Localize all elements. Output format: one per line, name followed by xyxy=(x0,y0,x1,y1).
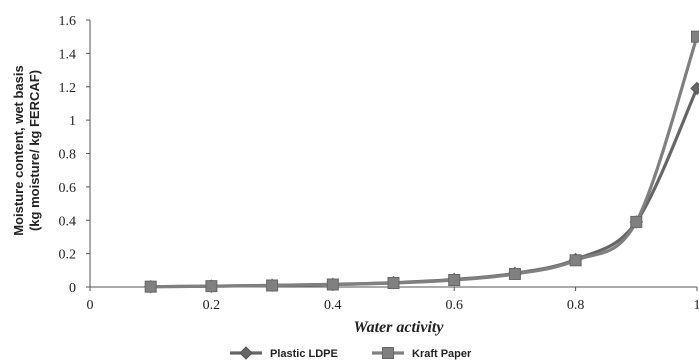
data-point-square xyxy=(205,280,218,293)
y-axis-title-line: Moisture content, wet basis xyxy=(11,65,26,235)
series-2 xyxy=(144,30,699,293)
data-point-square xyxy=(326,278,339,291)
data-point-square xyxy=(266,279,279,292)
data-point-square xyxy=(569,254,582,267)
legend-label: Kraft Paper xyxy=(412,348,472,360)
series-line xyxy=(150,87,699,289)
y-tick-label: 0 xyxy=(69,281,76,296)
x-tick-label: 1 xyxy=(694,298,699,313)
legend-marker xyxy=(382,347,394,359)
series-line xyxy=(150,36,699,289)
y-tick-label: 0.4 xyxy=(59,214,77,229)
legend-item: Plastic LDPE xyxy=(230,346,338,360)
legend-marker xyxy=(239,346,253,360)
x-tick-label: 0 xyxy=(87,298,94,313)
x-tick-label: 0.4 xyxy=(324,298,342,313)
legend-label: Plastic LDPE xyxy=(270,348,338,360)
legend: Plastic LDPE Kraft Paper xyxy=(230,346,472,360)
y-tick-label: 1.4 xyxy=(59,47,77,62)
y-tick-label: 1.6 xyxy=(59,14,77,29)
y-tick-label: 1.2 xyxy=(59,81,77,96)
data-point-square xyxy=(387,276,400,289)
y-axis-title-line: (kg moisture/ kg FERCAF) xyxy=(27,70,42,231)
data-point-square xyxy=(508,267,521,280)
x-tick-label: 0.8 xyxy=(567,298,585,313)
series-1 xyxy=(143,81,699,294)
tick-labels: 0 0.2 0.4 0.6 0.8 1 1.2 1.4 1.6 0 0.2 0.4 0.6 0.8 1 xyxy=(59,14,699,313)
y-axis-title: Moisture content, wet basis(kg moisture/… xyxy=(11,65,42,235)
y-tick-label: 0.2 xyxy=(59,248,77,263)
series-layer xyxy=(143,30,699,294)
data-point-square xyxy=(448,273,461,286)
y-tick-label: 0.8 xyxy=(59,148,77,163)
data-point-square xyxy=(630,215,643,228)
x-tick-label: 0.6 xyxy=(445,298,463,313)
x-tick-label: 0.2 xyxy=(203,298,221,313)
data-point-diamond xyxy=(690,81,699,96)
legend-item: Kraft Paper xyxy=(372,347,472,360)
data-point-square xyxy=(144,280,157,293)
data-point-square xyxy=(691,30,699,43)
y-tick-label: 0.6 xyxy=(59,181,77,196)
y-tick-label: 1 xyxy=(69,114,76,129)
x-axis-title: Water activity xyxy=(354,319,445,336)
